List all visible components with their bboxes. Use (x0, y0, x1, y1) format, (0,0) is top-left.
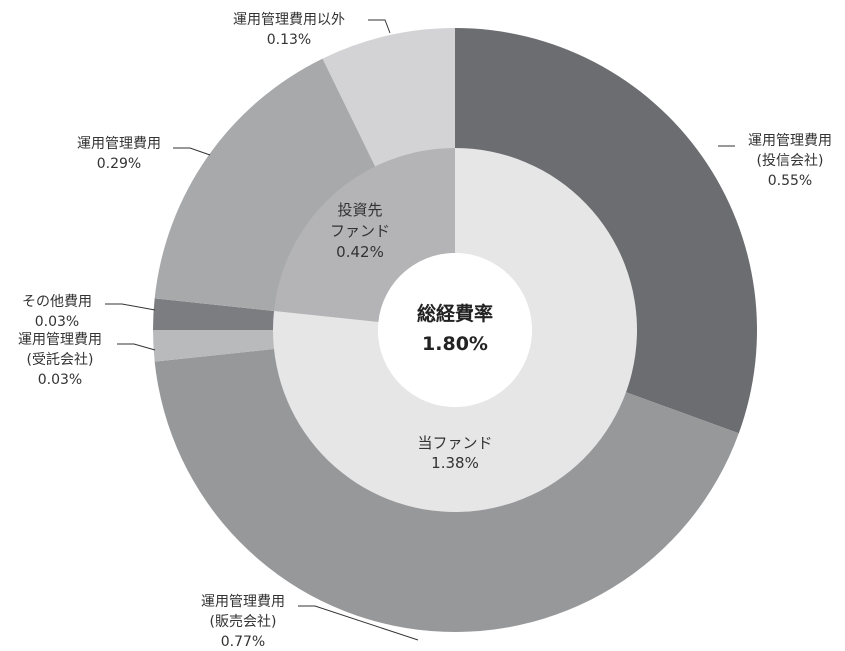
inner-slice-0 (272, 148, 638, 513)
outer-label-0-line-0: 運用管理費用 (748, 133, 832, 149)
outer-label-3-line-1: 0.03% (35, 314, 79, 330)
inner-label-name-1b: ファンド (330, 222, 390, 240)
outer-label-5-line-1: 0.13% (267, 32, 311, 48)
outer-label-2-line-1: (受託会社) (27, 352, 94, 368)
outer-slice-2 (153, 330, 275, 362)
outer-label-1-line-0: 運用管理費用 (201, 594, 285, 610)
leader-line-1 (298, 605, 419, 641)
center-title: 総経費率 (417, 302, 493, 325)
outer-label-2-line-2: 0.03% (38, 372, 82, 388)
leader-line-3 (105, 303, 156, 311)
outer-label-1-line-2: 0.77% (221, 634, 265, 650)
center-hole (378, 253, 532, 407)
outer-ring (153, 28, 758, 632)
leader-line-4 (173, 147, 211, 156)
outer-label-0-line-2: 0.55% (768, 173, 812, 189)
outer-slice-0 (455, 28, 758, 434)
inner-slice-1 (273, 148, 455, 322)
outer-label-2-line-0: 運用管理費用 (18, 332, 102, 348)
outer-slice-3 (153, 298, 275, 330)
outer-label-0-line-1: (投信会社) (757, 153, 824, 169)
outer-slice-5 (322, 28, 455, 168)
center-value: 1.80% (422, 333, 488, 355)
outer-label-3-line-0: その他費用 (22, 294, 92, 310)
outer-label-4-line-1: 0.29% (97, 156, 141, 172)
outer-label-1-line-1: (販売会社) (210, 614, 277, 630)
inner-label-value-1: 0.42% (336, 243, 384, 261)
inner-label-name-1a: 投資先 (337, 201, 382, 219)
leader-line-2 (117, 343, 156, 351)
leader-line-5 (368, 19, 391, 34)
outer-label-5-line-0: 運用管理費用以外 (233, 12, 345, 28)
outer-slice-4 (154, 58, 376, 312)
inner-label-value-0: 1.38% (431, 454, 479, 472)
inner-label-name-0: 当ファンド (417, 434, 492, 452)
outer-label-4-line-0: 運用管理費用 (77, 136, 161, 152)
outer-labels: 運用管理費用 (投信会社) 0.55% 運用管理費用 (販売会社) 0.77% 運用管理費用… (18, 12, 832, 650)
outer-slice-1 (154, 348, 739, 632)
inner-ring (272, 148, 638, 513)
